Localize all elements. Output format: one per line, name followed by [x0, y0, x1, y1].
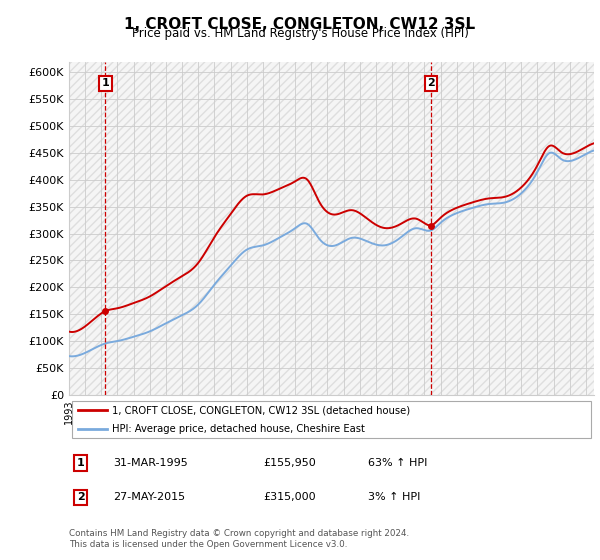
Text: 1: 1 — [101, 78, 109, 88]
Text: 63% ↑ HPI: 63% ↑ HPI — [368, 458, 428, 468]
Text: 2: 2 — [427, 78, 435, 88]
Text: 2: 2 — [77, 492, 85, 502]
Text: HPI: Average price, detached house, Cheshire East: HPI: Average price, detached house, Ches… — [112, 424, 365, 433]
Text: 1: 1 — [77, 458, 85, 468]
Text: 31-MAR-1995: 31-MAR-1995 — [113, 458, 188, 468]
Text: 1, CROFT CLOSE, CONGLETON, CW12 3SL: 1, CROFT CLOSE, CONGLETON, CW12 3SL — [124, 17, 476, 32]
Text: £315,000: £315,000 — [263, 492, 316, 502]
Text: £155,950: £155,950 — [263, 458, 316, 468]
FancyBboxPatch shape — [71, 401, 592, 438]
Text: Price paid vs. HM Land Registry's House Price Index (HPI): Price paid vs. HM Land Registry's House … — [131, 27, 469, 40]
Text: 3% ↑ HPI: 3% ↑ HPI — [368, 492, 421, 502]
Text: 1, CROFT CLOSE, CONGLETON, CW12 3SL (detached house): 1, CROFT CLOSE, CONGLETON, CW12 3SL (det… — [112, 405, 410, 415]
Text: 27-MAY-2015: 27-MAY-2015 — [113, 492, 186, 502]
Text: Contains HM Land Registry data © Crown copyright and database right 2024.
This d: Contains HM Land Registry data © Crown c… — [69, 529, 409, 549]
